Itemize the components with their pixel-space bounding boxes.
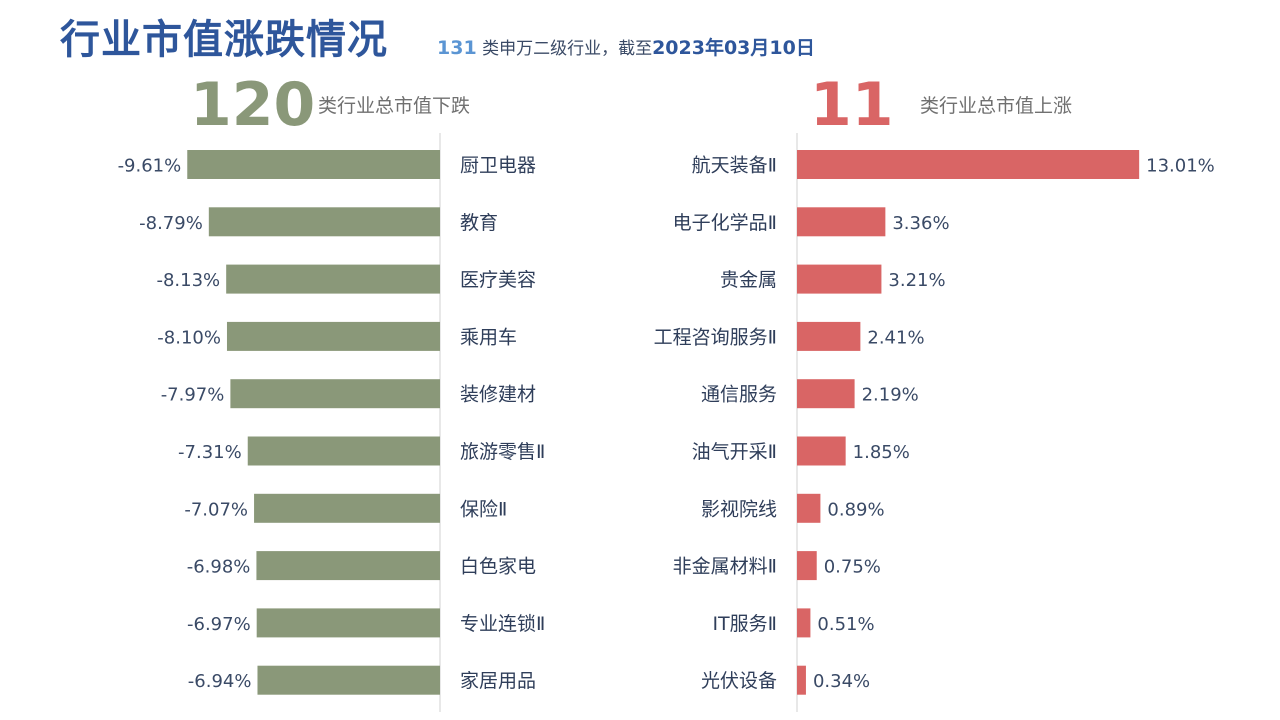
subtitle-text: 类申万二级行业，截至 — [476, 39, 653, 59]
up-count: 11 — [810, 70, 894, 140]
up-category-label: 贵金属 — [720, 269, 777, 291]
page-title: 行业市值涨跌情况 — [60, 17, 388, 63]
down-category-label: 家居用品 — [460, 670, 536, 692]
up-value-label: 1.85% — [853, 442, 910, 463]
up-category-label: 影视院线 — [701, 498, 777, 520]
down-caption: 类行业总市值下跌 — [318, 95, 471, 117]
down-bar — [226, 321, 440, 351]
down-category-label: 专业连锁Ⅱ — [460, 613, 545, 635]
up-bar — [797, 608, 811, 638]
up-caption: 类行业总市值上涨 — [920, 95, 1073, 117]
up-bar — [797, 665, 806, 695]
up-bar — [797, 321, 861, 351]
up-bar — [797, 264, 882, 294]
down-category-label: 厨卫电器 — [460, 155, 536, 177]
up-value-label: 0.89% — [827, 499, 884, 520]
page-subtitle: 131 类申万二级行业，截至2023年03月10日 — [437, 35, 815, 62]
up-category-label: 通信服务 — [701, 384, 777, 406]
down-bar — [208, 207, 440, 237]
down-bar — [187, 150, 440, 179]
up-category-label: 工程咨询服务Ⅱ — [654, 326, 777, 348]
down-bar — [254, 493, 440, 523]
up-value-label: 3.21% — [888, 270, 945, 291]
down-bar — [257, 665, 440, 695]
down-value-label: -6.94% — [188, 671, 252, 692]
up-value-label: 2.41% — [867, 327, 924, 348]
as-of-date: 2023年03月10日 — [652, 37, 815, 59]
up-category-label: 光伏设备 — [701, 670, 777, 692]
down-category-label: 白色家电 — [460, 556, 536, 578]
up-value-label: 0.75% — [824, 557, 881, 578]
down-value-label: -8.10% — [157, 327, 221, 348]
down-category-label: 装修建材 — [460, 384, 536, 406]
down-value-label: -6.98% — [187, 557, 251, 578]
up-value-label: 0.51% — [817, 614, 874, 635]
up-value-label: 0.34% — [813, 671, 870, 692]
up-category-label: IT服务Ⅱ — [712, 613, 777, 635]
up-value-label: 13.01% — [1146, 156, 1215, 177]
down-value-label: -9.61% — [118, 156, 182, 177]
down-bar — [247, 436, 440, 466]
up-category-label: 油气开采Ⅱ — [692, 441, 777, 463]
down-category-label: 旅游零售Ⅱ — [460, 441, 545, 463]
down-value-label: -8.79% — [139, 213, 203, 234]
up-bar — [797, 493, 821, 523]
up-category-label: 航天装备Ⅱ — [692, 155, 777, 177]
up-bar — [797, 551, 817, 581]
down-value-label: -8.13% — [156, 270, 220, 291]
down-value-label: -7.97% — [161, 385, 225, 406]
down-value-label: -7.31% — [178, 442, 242, 463]
down-bar — [230, 379, 440, 409]
up-category-label: 非金属材料Ⅱ — [673, 556, 777, 578]
down-category-label: 乘用车 — [460, 326, 517, 348]
down-category-label: 教育 — [460, 212, 498, 234]
down-category-label: 医疗美容 — [460, 269, 536, 291]
down-bar — [226, 264, 440, 294]
down-category-label: 保险Ⅱ — [460, 498, 507, 520]
up-bar — [797, 150, 1140, 179]
up-value-label: 2.19% — [862, 385, 919, 406]
up-category-label: 电子化学品Ⅱ — [673, 212, 777, 234]
industry-count: 131 — [437, 37, 477, 59]
up-bar — [797, 379, 855, 409]
down-bar — [256, 551, 440, 581]
down-bar — [256, 608, 440, 638]
down-count: 120 — [190, 70, 316, 140]
up-value-label: 3.36% — [892, 213, 949, 234]
up-bar — [797, 207, 886, 237]
down-value-label: -6.97% — [187, 614, 251, 635]
down-value-label: -7.07% — [184, 499, 248, 520]
up-bar — [797, 436, 846, 466]
